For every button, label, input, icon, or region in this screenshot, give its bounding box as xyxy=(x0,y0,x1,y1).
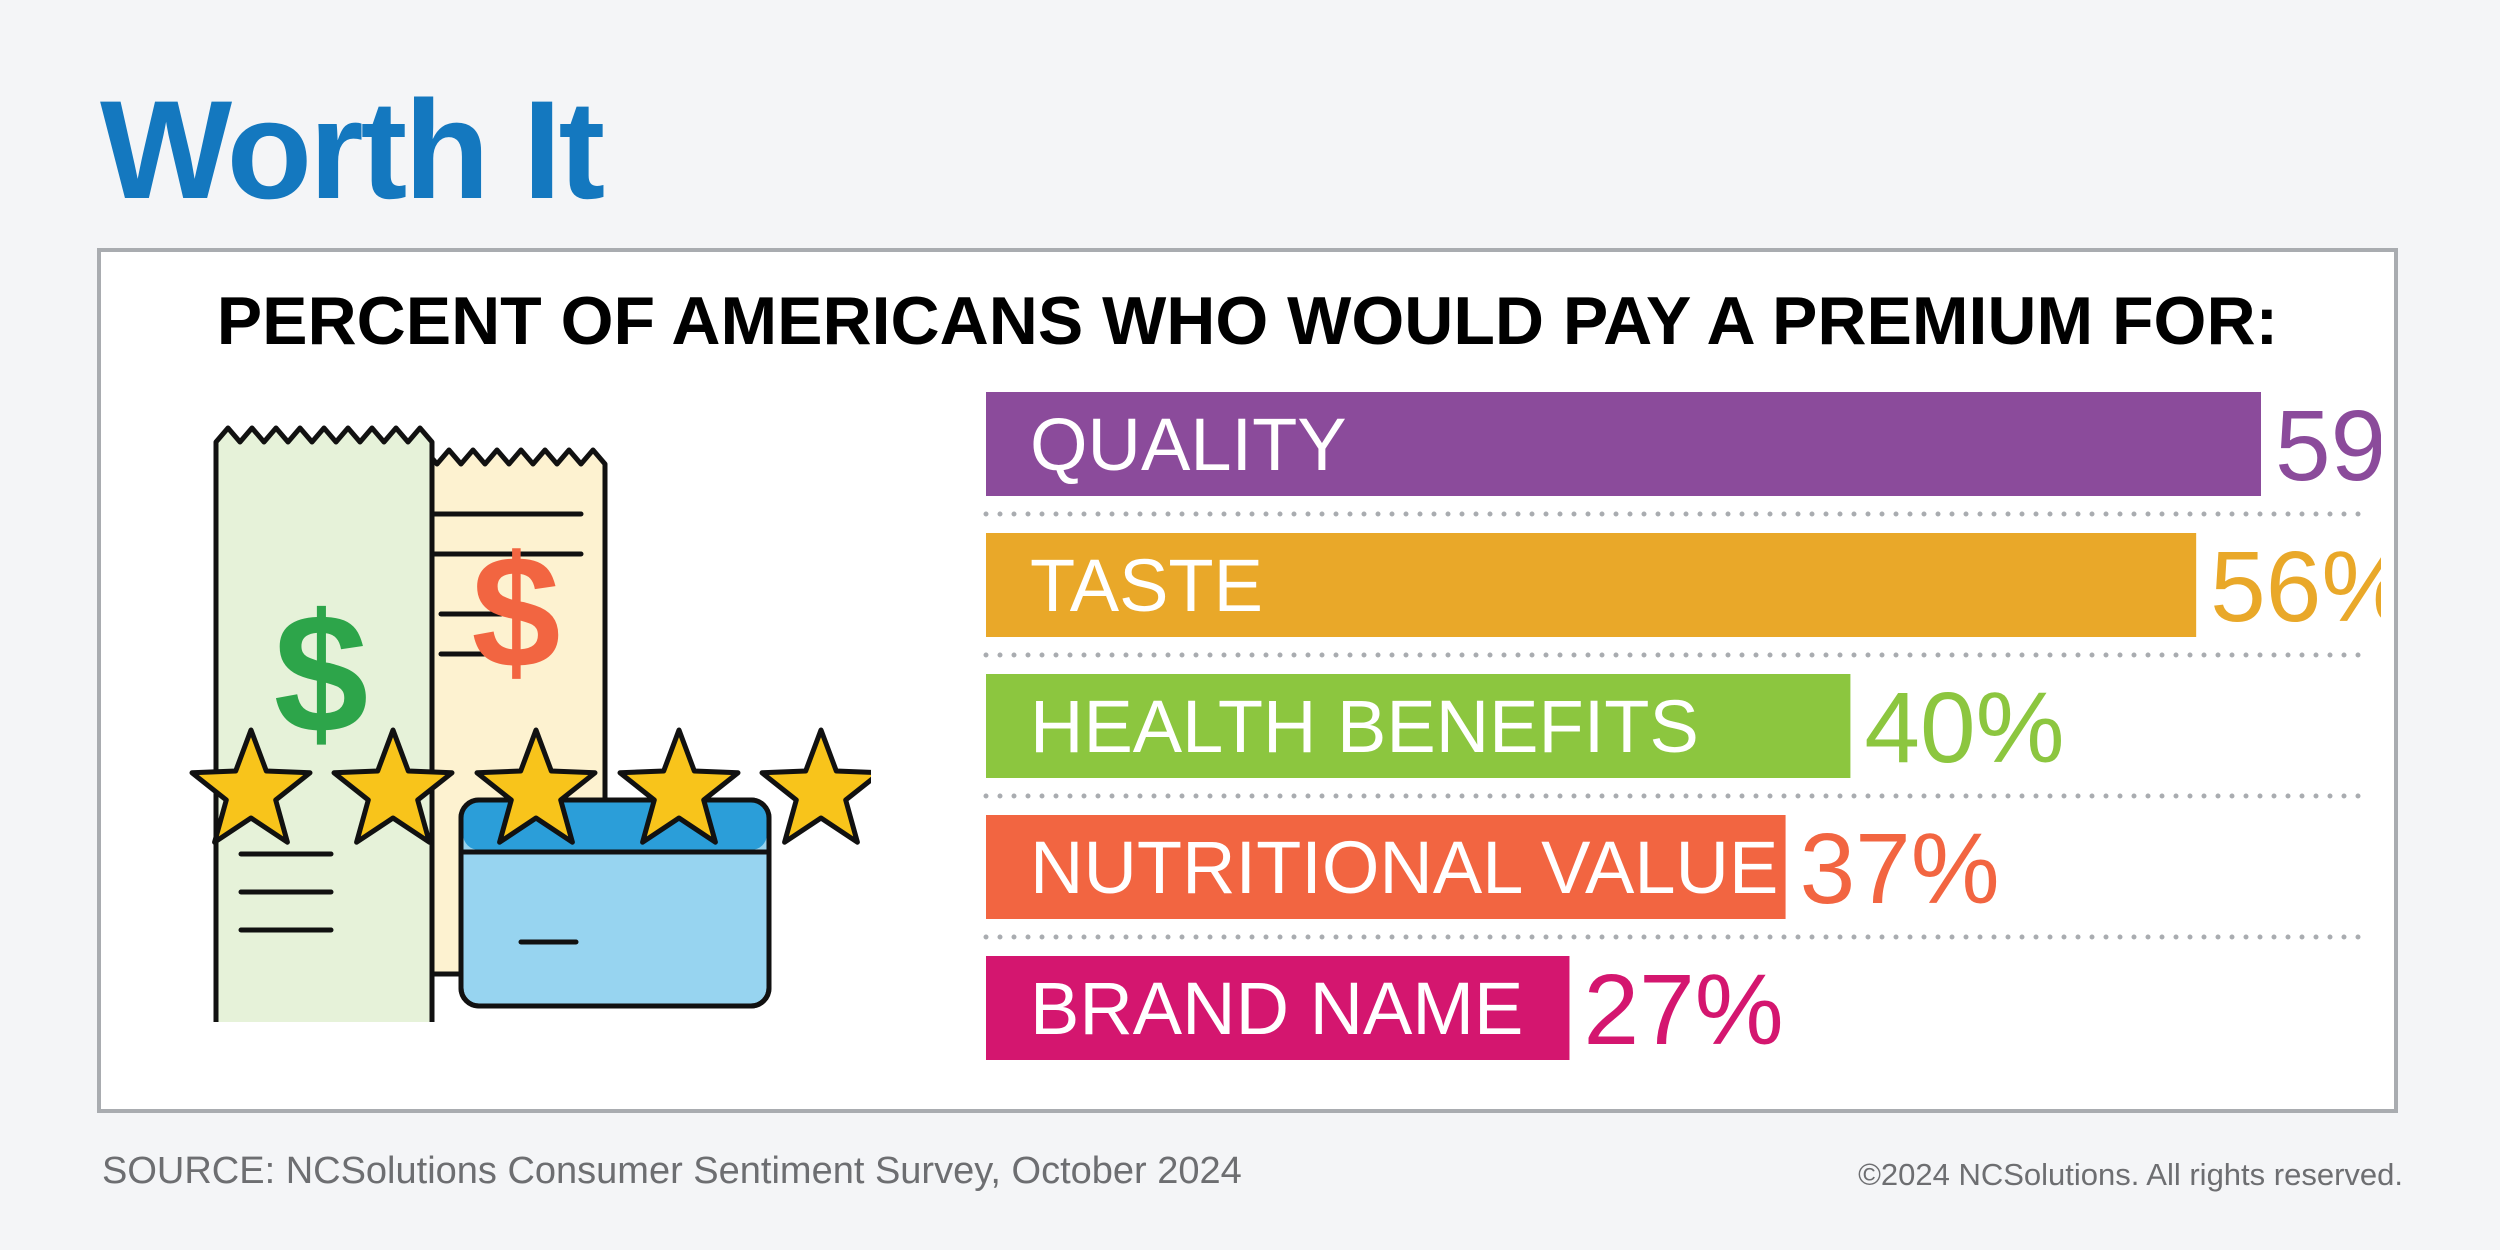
dollar-icon: $ xyxy=(274,579,369,769)
bar-brand-name xyxy=(986,956,1570,1060)
bar-nutritional-value xyxy=(986,815,1786,919)
bar-category-label: BRAND NAME xyxy=(1030,967,1523,1050)
star-icon xyxy=(474,727,598,845)
bar-chart: QUALITY 59% TASTE 56% HEALTH BENEFITS 40% NUTR… xyxy=(983,392,2381,1066)
star-icon xyxy=(331,727,455,845)
bar-value-label: 27% xyxy=(1583,954,1783,1066)
bar-taste xyxy=(986,533,2197,637)
illustration: $ $ xyxy=(189,425,871,1022)
chart-title: PERCENT OF AMERICANS WHO WOULD PAY A PRE… xyxy=(216,283,2279,359)
bar-category-label: QUALITY xyxy=(1030,403,1347,486)
star-icon xyxy=(759,727,871,845)
bar-value-label: 59% xyxy=(2275,392,2381,502)
receipt-icon xyxy=(213,425,435,1022)
star-icon xyxy=(189,727,313,845)
bar-value-label: 56% xyxy=(2210,531,2381,643)
bar-value-label: 40% xyxy=(1864,672,2064,784)
source-note: SOURCE: NCSolutions Consumer Sentiment S… xyxy=(102,1150,1242,1192)
bar-quality xyxy=(986,392,2261,496)
bar-category-label: HEALTH BENEFITS xyxy=(1030,685,1699,768)
bar-health-benefits xyxy=(986,674,1851,778)
star-icon xyxy=(617,727,741,845)
copyright-note: ©2024 NCSolutions. All rights reserved. xyxy=(1858,1157,2403,1192)
bar-category-label: NUTRITIONAL VALUE xyxy=(1030,826,1778,909)
bar-value-label: 37% xyxy=(1800,813,2000,925)
bar-category-label: TASTE xyxy=(1030,544,1263,627)
chart-panel: PERCENT OF AMERICANS WHO WOULD PAY A PRE… xyxy=(97,248,2398,1113)
dollar-icon: $ xyxy=(472,522,561,701)
page-title: Worth It xyxy=(100,71,605,228)
